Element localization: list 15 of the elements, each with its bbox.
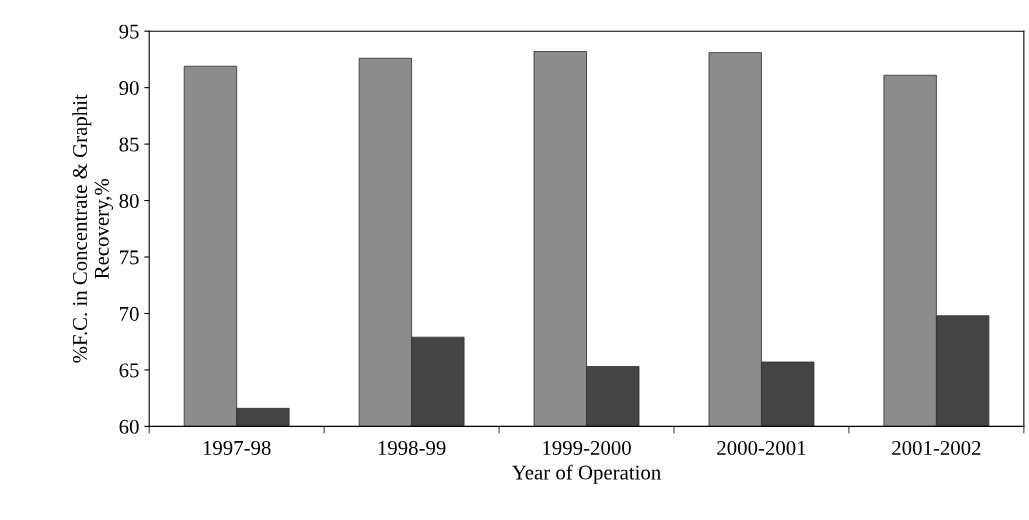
- y-tick-label: 65: [119, 363, 139, 378]
- x-tick-label: 2001-2002: [892, 440, 981, 455]
- y-tick-label: 70: [120, 306, 139, 321]
- y-tick-label: 60: [119, 419, 139, 434]
- y-tick-label: 75: [120, 250, 139, 265]
- x-tick-label: 1998-99: [378, 440, 446, 455]
- y-axis-title: %F.C. in Concentrate & Graphit Recovery,%: [72, 94, 114, 363]
- y-tick-label: 95: [119, 24, 139, 39]
- y-tick-label: 80: [119, 193, 139, 208]
- x-tick-label: 1997-98: [203, 440, 271, 455]
- y-tick-label: 85: [119, 137, 139, 152]
- x-axis-title: Year of Operation: [512, 464, 661, 484]
- y-tick-label: 90: [119, 81, 139, 96]
- x-tick-label: 1999-2000: [543, 440, 631, 455]
- x-tick-label: 2000-2001: [717, 440, 806, 455]
